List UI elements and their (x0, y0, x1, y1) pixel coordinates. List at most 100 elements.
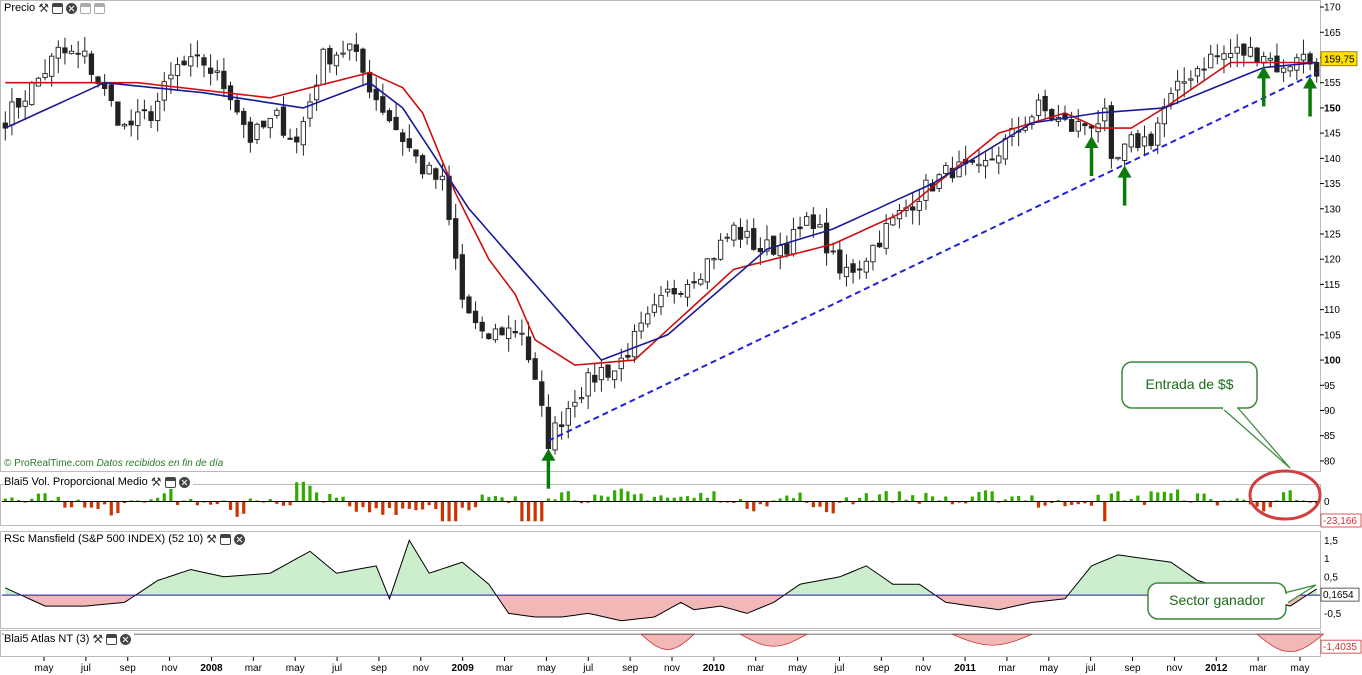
volume-bar (1228, 500, 1233, 502)
candle-body (121, 123, 128, 127)
wrench-icon[interactable]: ⚒ (38, 0, 49, 15)
volume-bar (487, 496, 491, 502)
candle-body (982, 160, 989, 167)
volume-bar (467, 501, 471, 511)
volume-bar (36, 493, 41, 502)
candle-body (141, 109, 148, 112)
candle-body (777, 245, 783, 257)
download-icon[interactable] (94, 2, 106, 14)
candle-body (1042, 95, 1048, 112)
candle-body (532, 358, 538, 380)
volume-bar (401, 501, 405, 509)
volume-bar (1123, 500, 1127, 502)
candle-body (207, 67, 214, 74)
volume-bar (1268, 501, 1272, 508)
sector-callout-pointer (1283, 584, 1317, 606)
volume-bar (811, 501, 815, 508)
window-icon[interactable] (164, 476, 176, 488)
x-tick-label: mar (998, 663, 1016, 674)
y-tick-label: 130 (1324, 204, 1341, 215)
candle-body (658, 294, 664, 308)
candle-body (784, 243, 790, 255)
candle-body (883, 223, 889, 249)
candle-body (1148, 133, 1154, 146)
volume-bar (348, 501, 352, 507)
volume-bar (460, 501, 464, 508)
volume-bar (3, 498, 7, 502)
candle-body (148, 111, 154, 122)
close-icon[interactable] (120, 633, 132, 645)
wrench-icon[interactable]: ⚒ (92, 631, 104, 646)
volume-bar (1063, 501, 1067, 507)
volume-bar (533, 501, 537, 522)
x-tick-label: may (35, 663, 54, 674)
volume-bar (1129, 498, 1133, 502)
volume-bar (983, 490, 988, 502)
volume-bar (142, 501, 146, 503)
candle-body (671, 288, 677, 295)
volume-bar (632, 494, 637, 502)
y-tick-label: 90 (1324, 406, 1336, 417)
wrench-icon[interactable]: ⚒ (150, 474, 162, 489)
candle-body (1035, 99, 1042, 116)
candle-body (837, 249, 843, 274)
x-tick-label: mar (245, 663, 263, 674)
wrench-icon[interactable]: ⚒ (206, 531, 217, 546)
candle-body (717, 239, 724, 260)
blue-moving-average-line (4, 61, 1317, 362)
volume-bar (646, 500, 650, 502)
volume-bar (858, 497, 862, 502)
volume-bar (275, 501, 279, 504)
volume-bar (69, 501, 74, 508)
volume-bar (96, 501, 100, 509)
mansfield-positive-area (5, 540, 1317, 596)
volume-bar (473, 501, 478, 508)
y-tick-label: 110 (1324, 305, 1340, 316)
candle-body (1049, 109, 1055, 120)
volume-bar (970, 496, 974, 502)
volume-bar (997, 501, 1001, 503)
candle-body (863, 260, 869, 273)
close-icon[interactable] (66, 2, 78, 14)
candle-body (294, 136, 300, 143)
volume-bar (228, 501, 233, 510)
volume-bar (493, 496, 498, 502)
close-icon[interactable] (234, 533, 246, 545)
close-icon[interactable] (178, 476, 190, 488)
volume-bar (242, 501, 246, 514)
y-tick-label: 155 (1324, 78, 1341, 89)
volume-bar (334, 497, 339, 502)
candle-body (1174, 80, 1181, 91)
layers-icon[interactable] (80, 2, 92, 14)
candle-body (943, 165, 949, 174)
volume-bar (1070, 501, 1074, 505)
candle-body (605, 364, 611, 378)
volume-bar (1215, 501, 1219, 506)
volume-bar (897, 491, 902, 502)
y-tick-label: 140 (1324, 154, 1341, 165)
volume-bar (76, 499, 80, 502)
volume-bar (593, 494, 597, 502)
volume-bar (447, 501, 451, 522)
volume-bar (1023, 500, 1027, 502)
volume-bars-group (3, 481, 1319, 522)
candle-body (274, 109, 280, 116)
volume-bar (771, 500, 776, 502)
window-icon[interactable] (52, 2, 64, 14)
candle-body (804, 216, 810, 226)
window-icon[interactable] (220, 533, 232, 545)
candle-body (340, 52, 346, 55)
volume-bar (295, 482, 299, 502)
candle-body (539, 381, 545, 406)
volume-bar (1003, 499, 1008, 502)
window-icon[interactable] (106, 633, 118, 645)
volume-bar (911, 495, 915, 502)
volume-bar (824, 501, 829, 513)
candle-body (770, 235, 777, 255)
volume-bar (281, 501, 286, 506)
mansfield-readout: 0,1654 (1323, 590, 1354, 601)
x-tick-label: sep (120, 663, 137, 674)
atlas-negative-area (1256, 633, 1325, 653)
y-tick-label: 95 (1324, 381, 1336, 392)
candle-body (876, 242, 883, 248)
